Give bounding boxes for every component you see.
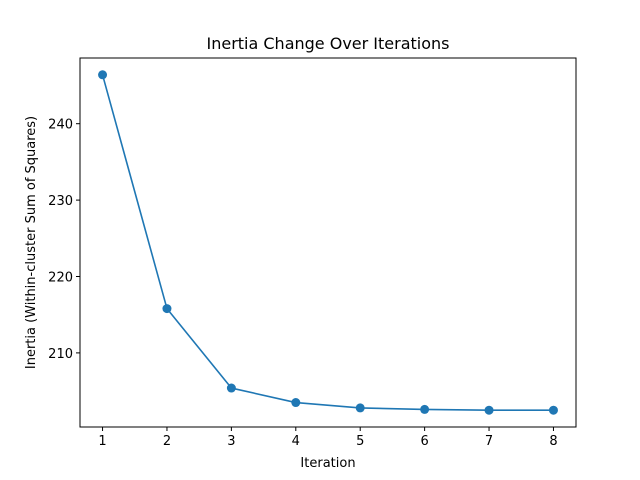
y-tick-label: 240 <box>48 118 73 133</box>
x-tick-label: 2 <box>163 434 171 449</box>
data-point <box>420 404 430 414</box>
x-axis-label: Iteration <box>300 456 355 471</box>
data-point <box>484 405 494 415</box>
y-tick-label: 220 <box>48 270 73 285</box>
data-point <box>162 304 172 314</box>
x-tick-label: 6 <box>420 434 428 449</box>
series-line <box>101 74 554 411</box>
data-point <box>291 398 301 408</box>
plot-area: 1 2 3 4 5 6 7 8 210 220 230 240 <box>48 70 558 449</box>
y-axis-label: Inertia (Within-cluster Sum of Squares) <box>24 116 39 369</box>
y-tick-label: 230 <box>48 194 73 209</box>
x-tick-label: 1 <box>98 434 106 449</box>
data-point <box>355 403 365 413</box>
data-point <box>548 405 558 415</box>
chart-title: Inertia Change Over Iterations <box>206 34 449 53</box>
x-tick-label: 4 <box>292 434 300 449</box>
y-tick-label: 210 <box>48 347 73 362</box>
x-tick-label: 7 <box>485 434 493 449</box>
data-point <box>98 70 108 80</box>
x-tick-label: 5 <box>356 434 364 449</box>
x-tick-label: 8 <box>549 434 557 449</box>
x-tick-label: 3 <box>227 434 235 449</box>
axes-frame <box>79 57 577 428</box>
data-point <box>226 383 236 393</box>
